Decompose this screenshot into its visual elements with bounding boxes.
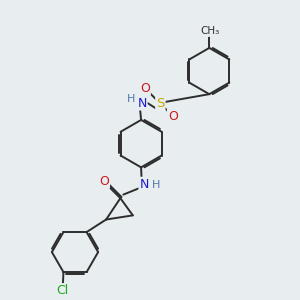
Text: S: S [156,97,165,110]
Text: N: N [140,178,149,191]
Text: H: H [127,94,136,104]
Text: Cl: Cl [57,284,69,297]
Text: CH₃: CH₃ [200,26,220,36]
Text: H: H [152,180,161,190]
Text: O: O [168,110,178,123]
Text: O: O [99,175,109,188]
Text: N: N [137,97,147,110]
Text: O: O [140,82,150,95]
